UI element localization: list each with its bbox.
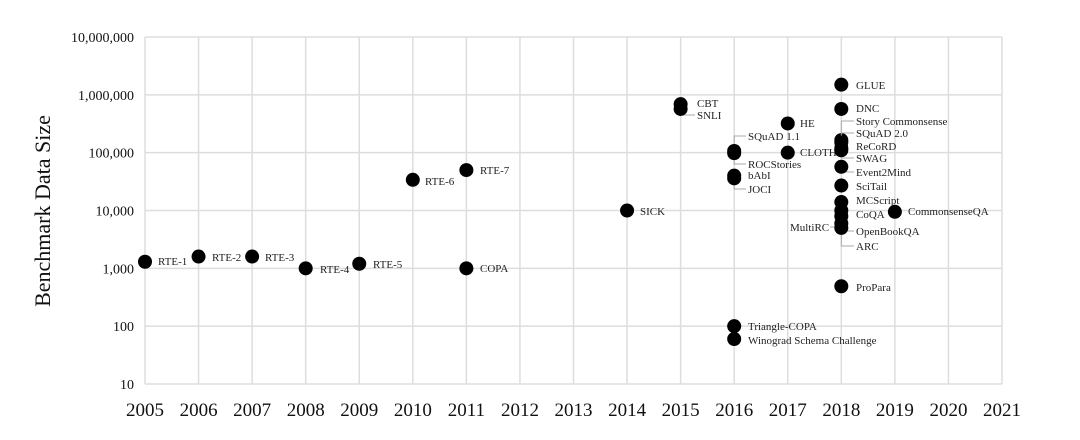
data-point xyxy=(834,77,849,92)
data-point-label: ReCoRD xyxy=(856,141,896,153)
data-point-label: SICK xyxy=(640,206,665,218)
data-point-label: RTE-1 xyxy=(158,256,187,268)
data-point xyxy=(834,279,849,294)
data-point xyxy=(298,261,313,276)
x-tick-label: 2020 xyxy=(929,400,967,421)
data-point xyxy=(780,116,795,131)
data-point xyxy=(780,145,795,160)
data-point-label: Event2Mind xyxy=(856,167,911,179)
data-point-label: DNC xyxy=(856,103,879,115)
data-point-label: RTE-3 xyxy=(265,252,295,264)
data-point-label: SciTail xyxy=(856,181,887,193)
x-tick-label: 2012 xyxy=(501,400,539,421)
data-point-label: Story Commonsense xyxy=(856,116,947,128)
data-point xyxy=(352,256,367,271)
data-point-label: OpenBookQA xyxy=(856,226,920,238)
data-point xyxy=(138,254,152,269)
data-point xyxy=(459,261,474,276)
data-point xyxy=(191,249,206,264)
data-point xyxy=(727,331,742,346)
data-point-label: Triangle-COPA xyxy=(748,321,817,333)
x-tick-label: 2005 xyxy=(126,400,164,421)
data-point-label: SNLI xyxy=(697,110,722,122)
data-point-label: SQuAD 2.0 xyxy=(856,128,908,140)
x-tick-label: 2016 xyxy=(715,400,753,421)
data-point-label: ProPara xyxy=(856,282,891,294)
x-tick-label: 2009 xyxy=(340,400,378,421)
data-point-label: RTE-5 xyxy=(373,259,403,271)
data-point xyxy=(887,204,902,219)
data-point xyxy=(727,171,742,186)
data-point xyxy=(405,172,420,187)
data-point-label: CoQA xyxy=(856,209,885,221)
data-point-label: RTE-6 xyxy=(425,176,455,188)
data-point xyxy=(727,146,742,161)
data-point xyxy=(834,220,849,235)
data-point xyxy=(834,101,849,116)
x-tick-label: 2019 xyxy=(876,400,914,421)
y-axis-label: Benchmark Data Size xyxy=(30,115,55,307)
data-point-label: Winograd Schema Challenge xyxy=(748,335,877,347)
y-tick-label: 100 xyxy=(113,320,134,335)
data-point-label: RTE-2 xyxy=(212,252,241,264)
y-tick-label: 1,000,000 xyxy=(78,89,134,104)
data-point-label: HE xyxy=(800,118,815,130)
x-tick-label: 2013 xyxy=(555,400,593,421)
data-point-label: RTE-7 xyxy=(480,165,510,177)
data-point xyxy=(459,163,474,178)
data-point-label: CLOTH xyxy=(800,147,837,159)
data-point xyxy=(727,319,742,334)
x-tick-label: 2010 xyxy=(394,400,432,421)
y-tick-label: 100,000 xyxy=(89,147,135,162)
data-point-label: CommonsenseQA xyxy=(908,206,989,218)
data-point-label: CBT xyxy=(697,98,719,110)
x-tick-label: 2007 xyxy=(233,400,271,421)
data-point-label: ARC xyxy=(856,241,879,253)
data-point-label: JOCI xyxy=(748,184,772,196)
data-point-label: COPA xyxy=(480,263,508,275)
data-point xyxy=(245,249,260,264)
data-point xyxy=(834,143,849,158)
x-tick-label: 2015 xyxy=(662,400,700,421)
x-tick-label: 2006 xyxy=(180,400,218,421)
x-tick-label: 2018 xyxy=(822,400,860,421)
x-tick-label: 2011 xyxy=(448,400,485,421)
data-point-label: ROCStories xyxy=(748,159,801,171)
y-tick-label: 10,000,000 xyxy=(71,31,134,46)
data-point xyxy=(620,203,635,218)
x-tick-label: 2017 xyxy=(769,400,807,421)
y-tick-label: 10 xyxy=(120,378,134,393)
data-point-label: bAbI xyxy=(748,170,771,182)
data-point xyxy=(834,159,849,174)
data-point xyxy=(673,101,688,116)
data-point-label: SQuAD 1.1 xyxy=(748,131,800,143)
x-tick-label: 2014 xyxy=(608,400,647,421)
data-point-label: SWAG xyxy=(856,153,887,165)
x-tick-label: 2021 xyxy=(983,400,1021,421)
x-tick-label: 2008 xyxy=(287,400,325,421)
data-point-label: GLUE xyxy=(856,80,886,92)
y-tick-label: 1,000 xyxy=(103,262,135,277)
data-point-label: MultiRC xyxy=(790,222,829,234)
data-point xyxy=(834,178,849,193)
data-point-label: RTE-4 xyxy=(320,264,350,276)
y-tick-label: 10,000 xyxy=(96,205,135,220)
data-point-label: MCScript xyxy=(856,195,899,207)
